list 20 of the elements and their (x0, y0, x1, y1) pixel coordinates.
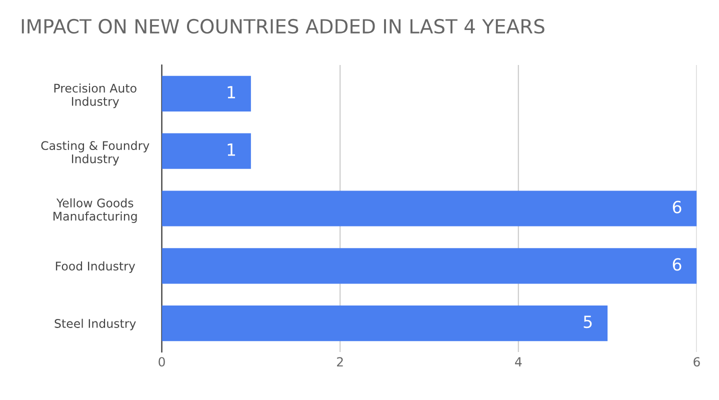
chart-title: IMPACT ON NEW COUNTRIES ADDED IN LAST 4 YEARS (22, 18, 544, 34)
x-tick-label: 2 (337, 357, 343, 366)
y-tick-label: Casting & Foundry Industry (41, 140, 150, 166)
bar (162, 190, 697, 226)
bar (162, 306, 608, 342)
y-tick-label: Precision Auto Industry (54, 84, 136, 108)
data-label: 6 (672, 258, 682, 271)
x-tick-label: 0 (158, 357, 165, 367)
bar (162, 133, 251, 169)
y-tick-label: Steel Industry (54, 318, 136, 330)
y-tick-label: Yellow Goods Manufacturing (54, 198, 137, 223)
data-label: 6 (672, 200, 682, 214)
data-label: 1 (228, 86, 235, 98)
bar (162, 248, 697, 284)
x-tick-label: 4 (515, 357, 522, 366)
bar (162, 76, 251, 112)
data-label: 5 (584, 316, 592, 328)
x-tick-label: 6 (694, 357, 700, 367)
data-label: 1 (228, 144, 235, 156)
y-tick-label: Food Industry (56, 261, 136, 273)
